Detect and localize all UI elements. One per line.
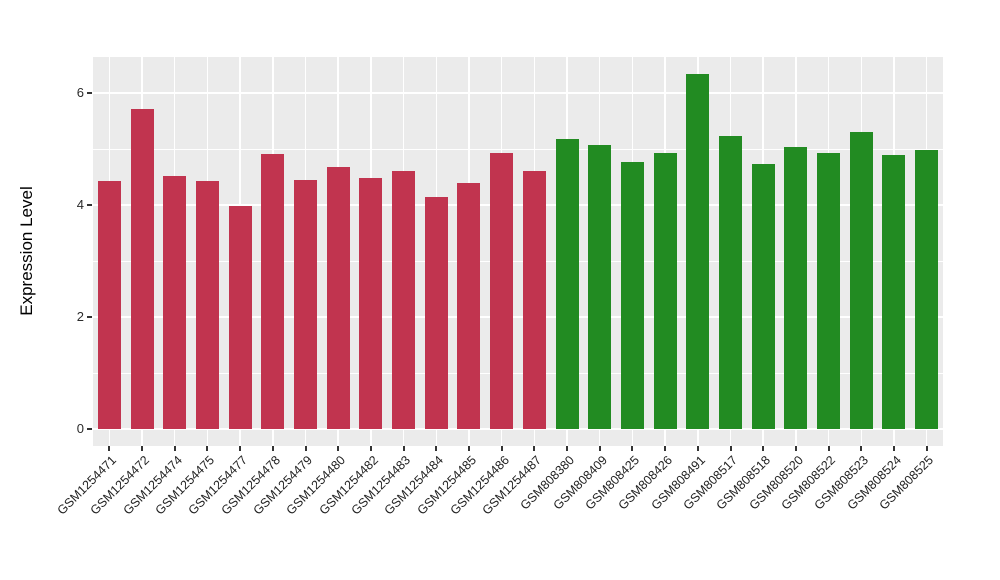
bar-GSM808409 <box>588 144 612 429</box>
minor-gridline <box>93 372 943 374</box>
bar-GSM808380 <box>555 139 579 429</box>
x-tick-mark <box>500 446 503 451</box>
bar-GSM1254485 <box>457 183 481 429</box>
y-tick-mark <box>87 92 92 94</box>
bar-GSM808518 <box>751 163 775 429</box>
bar-GSM808426 <box>653 152 677 429</box>
x-tick-mark <box>467 446 470 451</box>
plot-panel <box>93 57 943 446</box>
x-tick-mark <box>271 446 274 451</box>
major-gridline <box>93 428 943 430</box>
bar-GSM1254472 <box>130 109 154 429</box>
x-tick-mark <box>794 446 797 451</box>
x-tick-mark <box>925 446 928 451</box>
x-tick-mark <box>566 446 569 451</box>
bar-GSM808425 <box>620 162 644 429</box>
major-gridline <box>93 204 943 206</box>
x-tick-mark <box>892 446 895 451</box>
major-gridline <box>93 92 943 94</box>
x-tick-mark <box>239 446 242 451</box>
bar-GSM808520 <box>784 146 808 429</box>
bar-GSM808523 <box>849 131 873 429</box>
bar-GSM1254474 <box>163 175 187 429</box>
x-tick-mark <box>435 446 438 451</box>
bar-GSM1254478 <box>261 154 285 429</box>
y-axis-title: Expression Level <box>17 186 36 316</box>
bar-GSM1254482 <box>359 177 383 429</box>
x-tick-mark <box>696 446 699 451</box>
y-tick-label: 2 <box>76 309 84 324</box>
x-tick-mark <box>762 446 765 451</box>
x-tick-mark <box>173 446 176 451</box>
bar-GSM1254477 <box>228 205 252 429</box>
bar-GSM1254480 <box>326 166 350 429</box>
x-tick-mark <box>860 446 863 451</box>
y-tick-mark <box>87 428 92 430</box>
bar-GSM1254487 <box>522 171 546 429</box>
bar-GSM808491 <box>686 73 710 429</box>
x-tick-mark <box>337 446 340 451</box>
minor-gridline <box>93 148 943 150</box>
x-tick-mark <box>827 446 830 451</box>
bar-GSM1254475 <box>195 180 219 429</box>
x-tick-mark <box>598 446 601 451</box>
bar-GSM808525 <box>915 149 939 429</box>
x-tick-mark <box>533 446 536 451</box>
y-tick-label: 0 <box>76 421 84 436</box>
bar-GSM1254483 <box>392 170 416 429</box>
bar-GSM1254484 <box>424 196 448 429</box>
x-tick-mark <box>206 446 209 451</box>
bar-GSM1254479 <box>294 180 317 429</box>
y-tick-label: 6 <box>76 85 84 100</box>
bar-GSM808522 <box>817 153 841 429</box>
x-tick-mark <box>369 446 372 451</box>
x-tick-mark <box>304 446 307 451</box>
x-tick-mark <box>664 446 667 451</box>
y-tick-mark <box>87 204 92 206</box>
bar-GSM1254486 <box>490 152 514 429</box>
major-gridline <box>93 316 943 318</box>
x-tick-mark <box>402 446 405 451</box>
x-tick-mark <box>141 446 144 451</box>
bar-GSM808524 <box>882 154 906 429</box>
bar-GSM808517 <box>719 136 742 429</box>
bar-GSM1254471 <box>97 181 121 429</box>
x-tick-mark <box>631 446 634 451</box>
minor-gridline <box>93 260 943 262</box>
y-tick-label: 4 <box>76 197 84 212</box>
x-tick-mark <box>729 446 732 451</box>
x-tick-mark <box>108 446 111 451</box>
y-tick-mark <box>87 316 92 318</box>
